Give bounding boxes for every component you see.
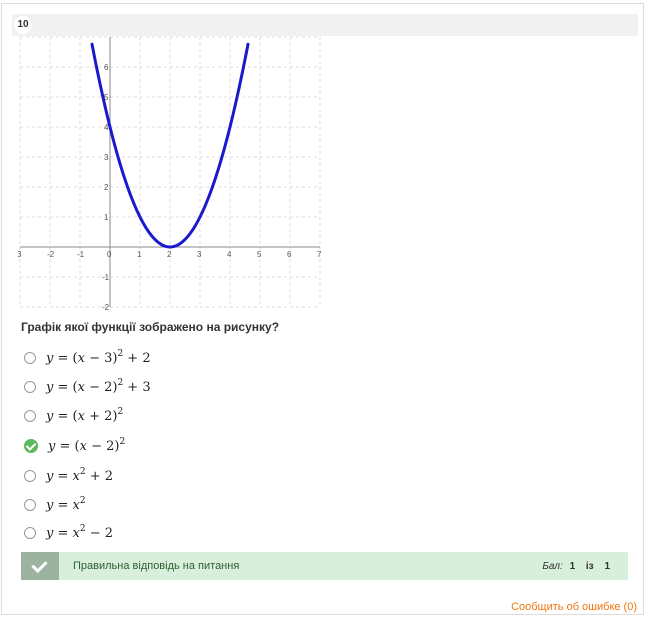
option-formula: y = (x − 3)2 + 2 bbox=[46, 348, 151, 366]
option-formula: y = (x − 2)2 bbox=[48, 436, 126, 454]
x-tick-label: -2 bbox=[47, 250, 55, 259]
x-tick-labels: 3 -2 -1 0 1 2 3 4 5 6 7 bbox=[18, 250, 322, 259]
x-tick-label: 5 bbox=[257, 250, 262, 259]
answer-option[interactable]: y = (x − 3)2 + 2 bbox=[24, 348, 151, 368]
graph-grid bbox=[19, 36, 321, 308]
parabola-curve bbox=[90, 42, 250, 249]
radio-button[interactable] bbox=[24, 470, 36, 482]
result-text: Правильна відповідь на питання bbox=[73, 560, 240, 572]
score-value: 1 bbox=[569, 561, 576, 572]
option-formula: y = x2 + 2 bbox=[46, 466, 114, 484]
y-tick-label: 3 bbox=[104, 153, 109, 162]
check-icon bbox=[21, 552, 59, 580]
x-tick-label: 3 bbox=[197, 250, 202, 259]
radio-button[interactable] bbox=[24, 527, 36, 539]
x-tick-label: -1 bbox=[77, 250, 85, 259]
radio-button[interactable] bbox=[24, 410, 36, 422]
x-tick-label: 0 bbox=[107, 250, 112, 259]
result-banner: Правильна відповідь на питання Бал: 1 із… bbox=[21, 552, 628, 580]
y-tick-label: 6 bbox=[104, 63, 109, 72]
radio-button[interactable] bbox=[24, 352, 36, 364]
answer-option[interactable]: y = x2 − 2 bbox=[24, 523, 113, 543]
question-header: 10 bbox=[12, 14, 638, 36]
report-error-link[interactable]: Сообщить об ошибке (0) bbox=[511, 601, 637, 613]
score: Бал: 1 із 1 bbox=[542, 561, 614, 572]
y-tick-label: 5 bbox=[104, 93, 109, 102]
answer-option[interactable]: y = x2 + 2 bbox=[24, 466, 113, 486]
answer-option[interactable]: y = x2 bbox=[24, 495, 86, 515]
question-number: 10 bbox=[14, 16, 32, 34]
option-formula: y = x2 − 2 bbox=[46, 523, 114, 541]
radio-button[interactable] bbox=[24, 499, 36, 511]
question-text: Графік якої функції зображено на рисунку… bbox=[21, 320, 280, 334]
answer-option[interactable]: y = (x − 2)2 bbox=[24, 436, 125, 456]
y-tick-labels: 6 5 4 3 2 1 -1 -2 bbox=[102, 63, 110, 312]
question-card: 10 bbox=[1, 3, 644, 615]
y-tick-label: 2 bbox=[104, 183, 109, 192]
function-graph: 3 -2 -1 0 1 2 3 4 5 6 7 6 5 4 3 2 1 -1 -2 bbox=[18, 36, 322, 312]
answer-option[interactable]: y = (x + 2)2 bbox=[24, 406, 123, 426]
x-tick-label: 4 bbox=[227, 250, 232, 259]
x-tick-label: 7 bbox=[317, 250, 322, 259]
x-tick-label: 2 bbox=[167, 250, 172, 259]
score-label: Бал: bbox=[542, 561, 563, 572]
x-tick-label: 1 bbox=[137, 250, 142, 259]
y-tick-label: 1 bbox=[104, 213, 109, 222]
score-of: із bbox=[585, 561, 594, 572]
y-tick-label: -2 bbox=[102, 303, 110, 312]
radio-checked-icon[interactable] bbox=[24, 439, 38, 453]
x-tick-label: 6 bbox=[287, 250, 292, 259]
y-tick-label: -1 bbox=[102, 273, 110, 282]
answer-option[interactable]: y = (x − 2)2 + 3 bbox=[24, 377, 151, 397]
option-formula: y = x2 bbox=[46, 495, 86, 513]
y-tick-label: 4 bbox=[104, 123, 109, 132]
radio-button[interactable] bbox=[24, 381, 36, 393]
option-formula: y = (x + 2)2 bbox=[46, 406, 124, 424]
x-tick-label: 3 bbox=[18, 250, 22, 259]
option-formula: y = (x − 2)2 + 3 bbox=[46, 377, 151, 395]
score-max: 1 bbox=[604, 561, 610, 572]
